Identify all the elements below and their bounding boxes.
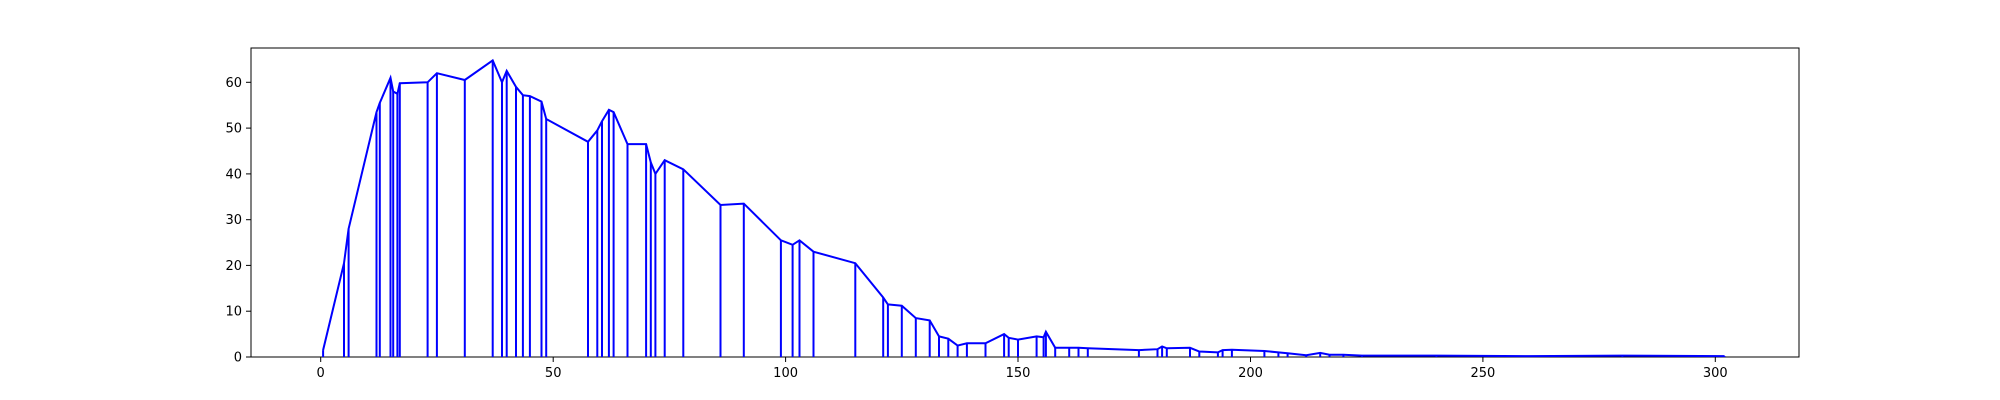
series-stems <box>322 60 1726 357</box>
y-tick-label: 50 <box>225 122 242 137</box>
y-tick-label: 0 <box>234 351 242 366</box>
x-tick-label: 100 <box>773 366 798 381</box>
x-axis: 0 50 100 150 200 250 300 <box>317 357 1728 381</box>
y-tick-label: 30 <box>225 213 242 228</box>
y-tick-label: 20 <box>225 259 242 274</box>
y-tick-label: 60 <box>225 76 242 91</box>
x-tick-label: 200 <box>1238 366 1263 381</box>
x-tick-label: 300 <box>1703 366 1728 381</box>
x-tick-label: 150 <box>1006 366 1031 381</box>
x-tick-label: 50 <box>545 366 562 381</box>
series-line <box>322 58 1725 358</box>
plot-area <box>250 47 1800 358</box>
x-tick-label: 0 <box>317 366 325 381</box>
y-axis: 0 10 20 30 40 50 60 <box>225 76 251 366</box>
y-tick-label: 10 <box>225 305 242 320</box>
y-tick-label: 40 <box>225 167 242 182</box>
x-tick-label: 250 <box>1470 366 1495 381</box>
